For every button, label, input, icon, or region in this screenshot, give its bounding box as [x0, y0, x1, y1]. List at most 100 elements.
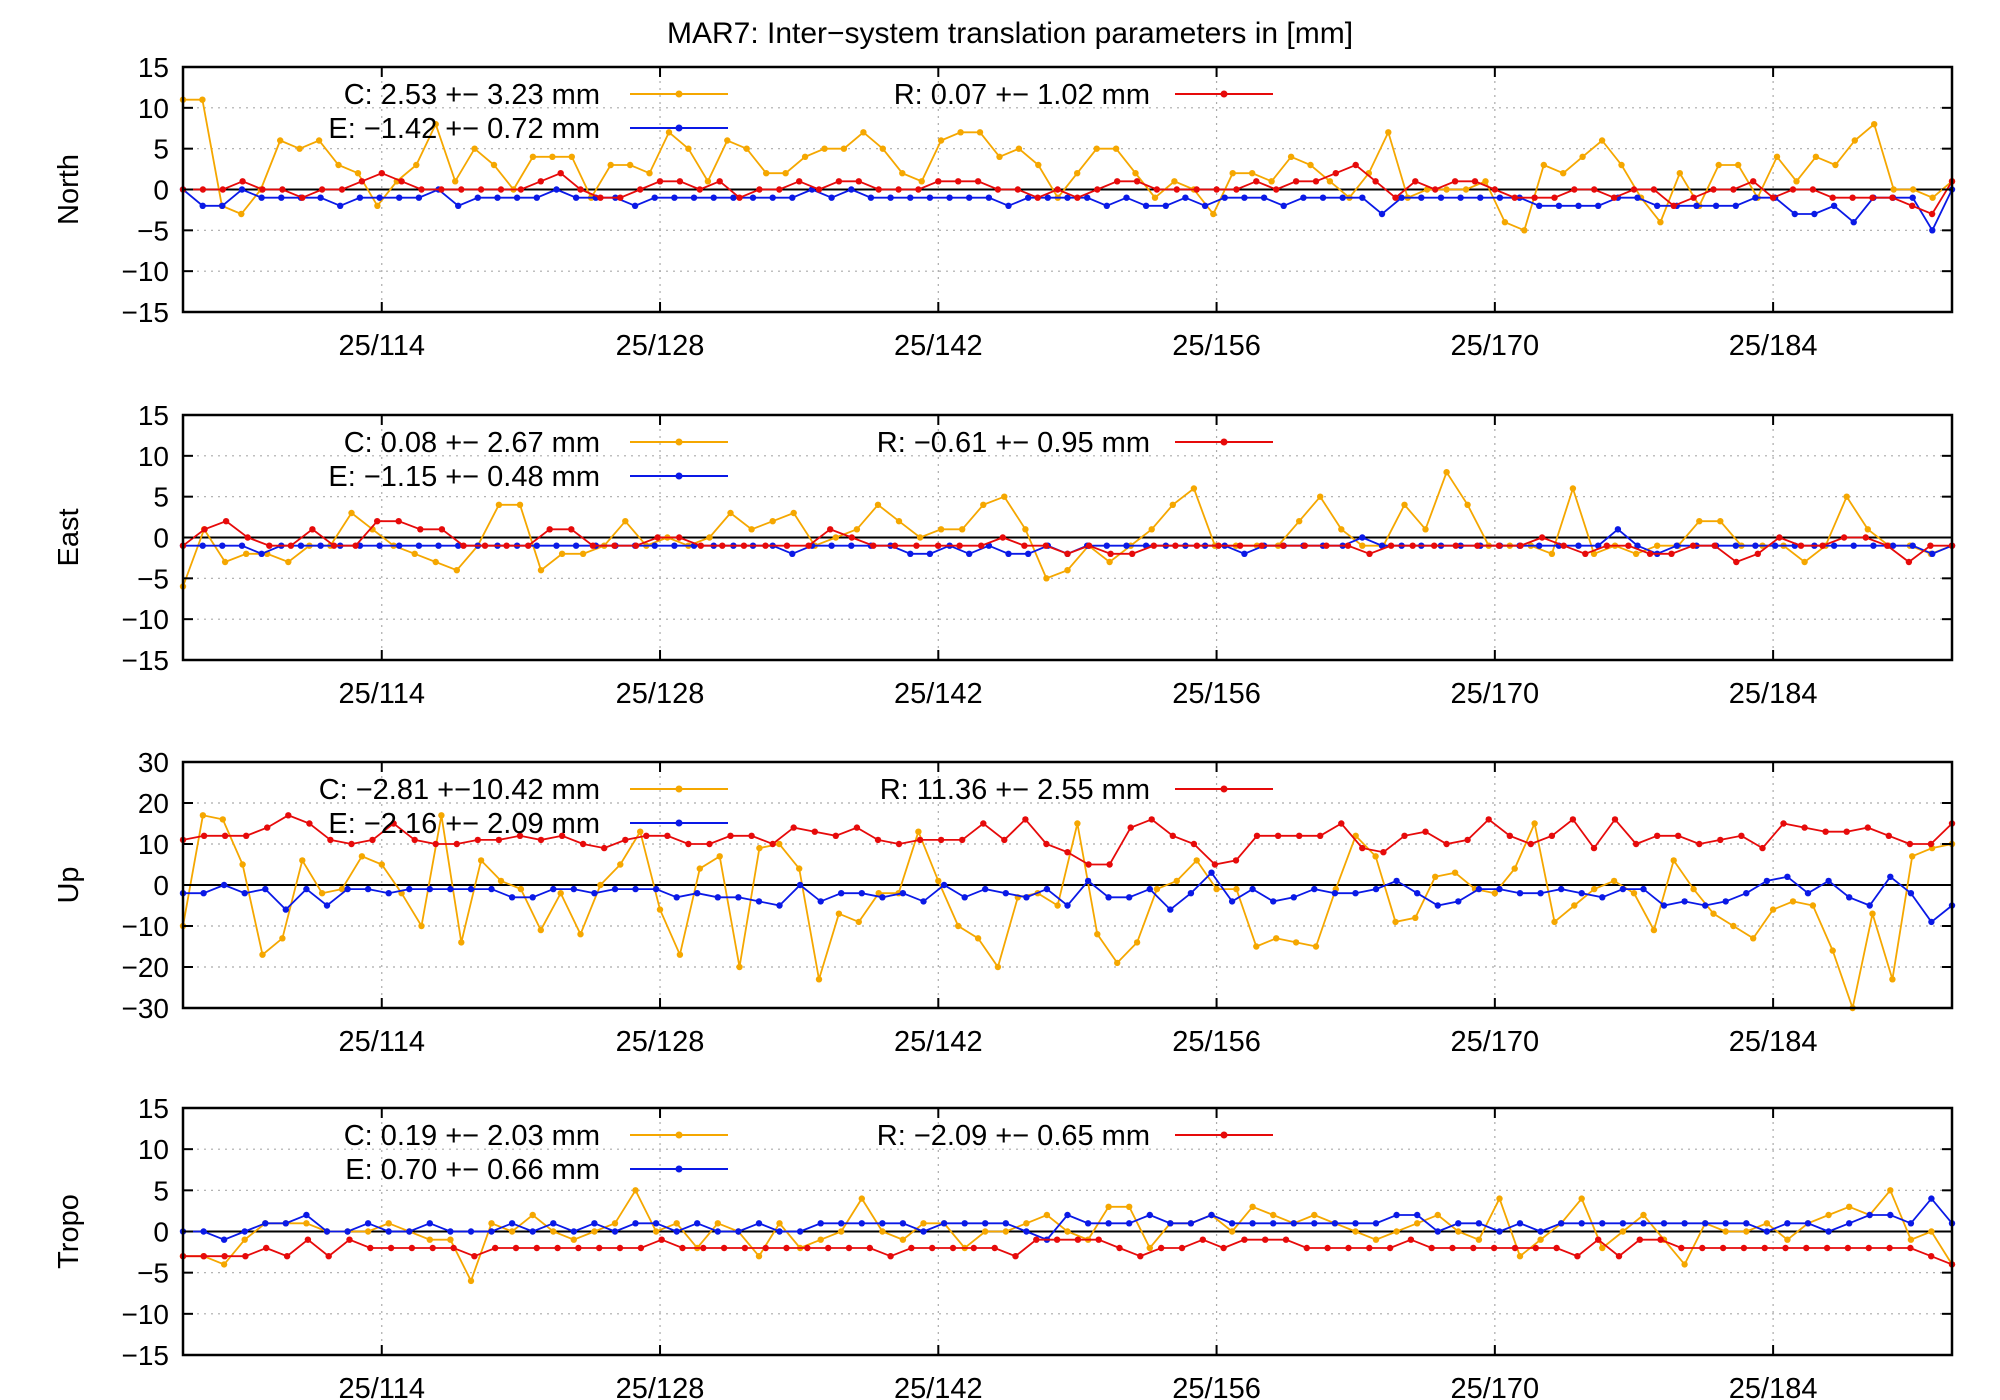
- data-point: [550, 1228, 557, 1235]
- data-point: [974, 935, 982, 942]
- data-point: [1132, 170, 1139, 177]
- data-point: [1540, 161, 1548, 169]
- data-point: [1001, 493, 1008, 500]
- data-point: [1555, 202, 1563, 209]
- data-point: [763, 170, 770, 177]
- legend-marker-R: [1220, 438, 1228, 446]
- data-point: [1927, 840, 1935, 848]
- data-point: [1146, 1244, 1154, 1252]
- data-point: [1887, 1187, 1894, 1194]
- data-point: [1393, 1228, 1400, 1235]
- data-point: [887, 194, 894, 201]
- data-point: [1929, 550, 1936, 557]
- data-point: [727, 832, 734, 839]
- data-point: [1578, 890, 1585, 897]
- data-point: [673, 894, 680, 901]
- data-point: [1784, 1220, 1791, 1227]
- data-point: [597, 881, 604, 889]
- data-point: [1146, 885, 1154, 893]
- data-point: [1569, 485, 1577, 492]
- data-point: [1311, 885, 1318, 893]
- data-point: [622, 518, 629, 525]
- data-point: [1023, 1220, 1030, 1227]
- data-point: [632, 885, 639, 893]
- data-point: [1107, 550, 1114, 557]
- data-point: [1819, 542, 1826, 549]
- data-point: [1287, 153, 1295, 160]
- data-point: [740, 542, 748, 549]
- data-point: [957, 129, 964, 136]
- data-point: [673, 1220, 680, 1227]
- data-point: [553, 186, 560, 193]
- data-point: [978, 542, 985, 549]
- data-point: [477, 186, 485, 193]
- data-point: [1475, 885, 1483, 893]
- data-point: [537, 926, 544, 934]
- data-point: [1735, 161, 1742, 169]
- data-point: [929, 1244, 936, 1252]
- data-point: [915, 186, 922, 193]
- data-point: [783, 1244, 790, 1252]
- data-point: [1750, 178, 1757, 185]
- data-point: [908, 1244, 915, 1252]
- data-point: [748, 526, 755, 533]
- data-point: [1551, 194, 1558, 201]
- data-point: [1496, 1195, 1503, 1202]
- data-point: [395, 518, 402, 525]
- data-point: [1431, 542, 1438, 549]
- data-point: [1690, 885, 1697, 893]
- data-point: [1470, 1244, 1477, 1252]
- data-point: [558, 832, 566, 839]
- data-point: [508, 1220, 516, 1227]
- data-point: [1359, 542, 1366, 549]
- data-point: [741, 1244, 749, 1252]
- data-point: [1928, 210, 1936, 218]
- data-point: [1462, 186, 1470, 193]
- data-point: [259, 951, 266, 958]
- data-point: [607, 161, 614, 169]
- data-point: [714, 1228, 721, 1235]
- data-point: [815, 186, 823, 193]
- data-point: [652, 885, 660, 893]
- series-line-R: [183, 163, 1953, 216]
- data-point: [1846, 894, 1853, 901]
- data-point: [303, 885, 310, 893]
- data-point: [1702, 902, 1709, 909]
- data-point: [1434, 1228, 1442, 1235]
- data-point: [413, 161, 420, 169]
- data-point: [1428, 1244, 1435, 1252]
- x-tick-label: 25/128: [616, 330, 705, 362]
- data-point: [432, 558, 439, 566]
- data-point: [796, 178, 803, 185]
- data-point: [1825, 877, 1832, 885]
- data-point: [937, 836, 945, 844]
- data-point: [1754, 550, 1762, 557]
- data-point: [1228, 1220, 1236, 1227]
- data-point: [1095, 1236, 1102, 1243]
- x-tick-label: 25/170: [1450, 1373, 1539, 1400]
- legend-marker-C: [675, 90, 683, 98]
- data-point: [1625, 542, 1632, 549]
- data-point: [1317, 832, 1324, 839]
- data-point: [309, 526, 316, 533]
- data-point: [694, 1220, 701, 1227]
- data-point: [1105, 1220, 1112, 1227]
- y-tick-label: 20: [138, 788, 169, 819]
- data-point: [1843, 493, 1850, 500]
- data-point: [735, 894, 742, 901]
- data-point: [1401, 501, 1408, 508]
- data-point: [1127, 824, 1134, 831]
- data-point: [568, 526, 575, 533]
- data-point: [1380, 849, 1387, 856]
- data-point: [955, 922, 962, 930]
- data-point: [1752, 194, 1759, 201]
- data-point: [1153, 186, 1161, 193]
- data-point: [238, 186, 246, 193]
- data-point: [1015, 145, 1023, 152]
- data-point: [1114, 178, 1121, 185]
- data-point: [1064, 1228, 1071, 1235]
- data-point: [1002, 890, 1009, 897]
- data-point: [589, 542, 597, 549]
- data-point: [1511, 194, 1518, 201]
- data-point: [870, 542, 877, 549]
